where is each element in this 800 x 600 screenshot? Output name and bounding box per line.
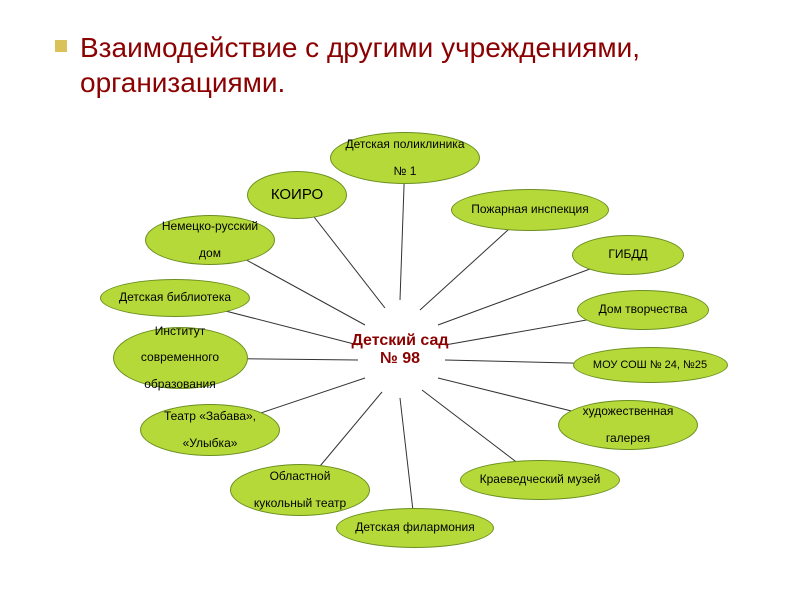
- node-label-line: Детская поликлиника: [345, 138, 464, 151]
- node-house: Дом творчества: [577, 290, 709, 330]
- node-label-line: Детская филармония: [355, 521, 474, 534]
- node-label-line: Институт: [155, 325, 206, 338]
- center-node: Детский сад № 98: [330, 332, 470, 368]
- page-title: Взаимодействие с другими учреждениями, о…: [80, 30, 760, 100]
- node-clinic: Детская поликлиника № 1: [330, 132, 480, 184]
- center-line-1: Детский сад: [351, 332, 448, 349]
- node-museum: Краеведческий музей: [460, 460, 620, 500]
- node-label-line: Областной: [270, 470, 331, 483]
- node-gallery: художественная галерея: [558, 400, 698, 450]
- node-library: Детская библиотека: [100, 279, 250, 317]
- node-fire: Пожарная инспекция: [451, 189, 609, 231]
- node-label-line: галерея: [606, 432, 650, 445]
- slide-root: Взаимодействие с другими учреждениями, о…: [0, 0, 800, 600]
- node-german: Немецко-русский дом: [145, 215, 275, 265]
- node-label-line: МОУ СОШ № 24, №25: [593, 359, 707, 371]
- node-label-line: образования: [144, 378, 216, 391]
- node-label-line: дом: [199, 247, 221, 260]
- node-label-line: «Улыбка»: [183, 437, 238, 450]
- node-label-line: Дом творчества: [599, 303, 688, 316]
- node-gibdd: ГИБДД: [572, 235, 684, 275]
- node-theatre: Театр «Забава», «Улыбка»: [140, 404, 280, 456]
- node-koiro: КОИРО: [247, 171, 347, 219]
- node-label-line: Немецко-русский: [162, 220, 258, 233]
- node-label-line: Пожарная инспекция: [471, 203, 589, 216]
- node-label-line: ГИБДД: [608, 248, 647, 261]
- node-institute: Институт современного образования: [113, 327, 248, 389]
- node-puppet: Областной кукольный театр: [230, 464, 370, 516]
- node-label-line: Театр «Забава»,: [164, 410, 256, 423]
- node-label-line: Детская библиотека: [119, 291, 231, 304]
- node-label-line: современного: [141, 351, 219, 364]
- node-label-line: № 1: [394, 165, 417, 178]
- node-label-line: художественная: [583, 405, 674, 418]
- center-line-2: № 98: [380, 350, 420, 367]
- node-label-line: кукольный театр: [254, 497, 346, 510]
- node-philharm: Детская филармония: [336, 508, 494, 548]
- title-text: Взаимодействие с другими учреждениями, о…: [80, 32, 640, 98]
- title-bullet: [55, 40, 67, 52]
- node-label-line: КОИРО: [271, 187, 323, 204]
- node-schools: МОУ СОШ № 24, №25: [573, 347, 728, 383]
- node-label-line: Краеведческий музей: [480, 473, 601, 486]
